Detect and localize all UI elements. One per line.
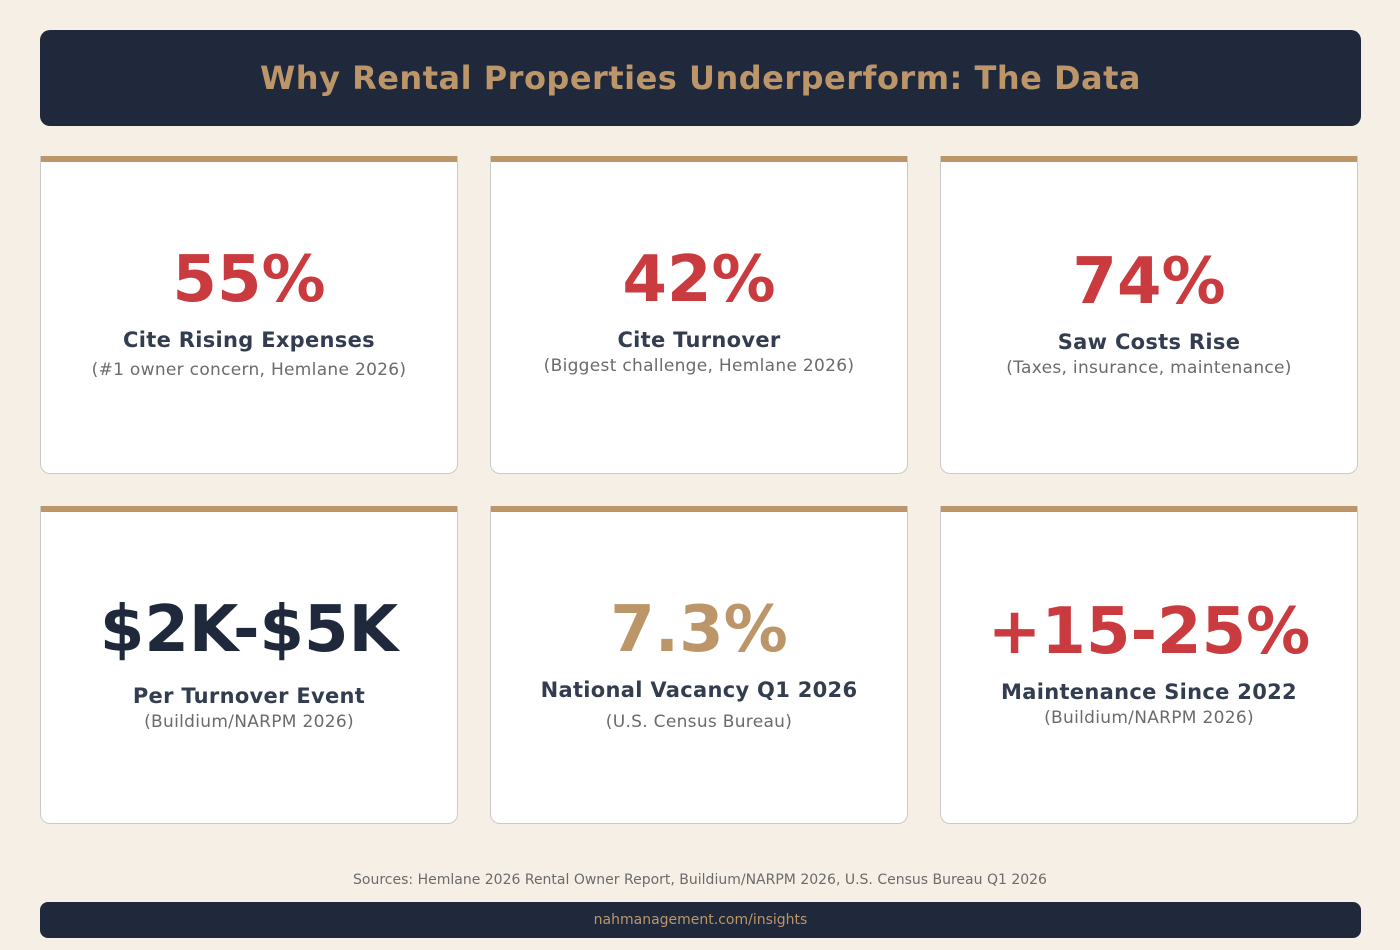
stat-value: $2K-$5K	[99, 593, 399, 667]
stat-note: (Biggest challenge, Hemlane 2026)	[543, 356, 855, 376]
header-banner: Why Rental Properties Underperform: The …	[40, 30, 1361, 126]
footer-bar: nahmanagement.com/insights	[40, 902, 1361, 938]
stat-label: National Vacancy Q1 2026	[540, 678, 858, 702]
stat-note: (#1 owner concern, Hemlane 2026)	[91, 360, 407, 380]
card-accent-bar	[941, 156, 1357, 162]
stat-card-maintenance: +15-25% Maintenance Since 2022 (Buildium…	[940, 506, 1358, 824]
stat-label: Cite Turnover	[617, 328, 781, 352]
stat-value: +15-25%	[987, 595, 1311, 669]
stat-note: (Buildium/NARPM 2026)	[1044, 708, 1254, 728]
stat-label: Saw Costs Rise	[1057, 330, 1241, 354]
stat-note: (Buildium/NARPM 2026)	[144, 712, 354, 732]
stat-card-vacancy: 7.3% National Vacancy Q1 2026 (U.S. Cens…	[490, 506, 908, 824]
stat-card-turnover: 42% Cite Turnover (Biggest challenge, He…	[490, 156, 908, 474]
stat-value: 55%	[172, 243, 326, 317]
card-accent-bar	[941, 506, 1357, 512]
stat-card-turnover-cost: $2K-$5K Per Turnover Event (Buildium/NAR…	[40, 506, 458, 824]
sources-caption: Sources: Hemlane 2026 Rental Owner Repor…	[353, 872, 1047, 888]
stat-value: 42%	[622, 243, 776, 317]
card-accent-bar	[41, 506, 457, 512]
card-accent-bar	[491, 506, 907, 512]
page-title: Why Rental Properties Underperform: The …	[260, 59, 1141, 97]
stat-note: (U.S. Census Bureau)	[605, 712, 793, 732]
stat-label: Maintenance Since 2022	[1001, 680, 1297, 704]
stat-label: Cite Rising Expenses	[123, 328, 375, 352]
stat-value: 7.3%	[610, 593, 788, 667]
card-accent-bar	[491, 156, 907, 162]
stat-value: 74%	[1072, 245, 1226, 319]
stat-card-rising-expenses: 55% Cite Rising Expenses (#1 owner conce…	[40, 156, 458, 474]
card-accent-bar	[41, 156, 457, 162]
stat-label: Per Turnover Event	[132, 684, 366, 708]
footer-link[interactable]: nahmanagement.com/insights	[593, 912, 808, 928]
stat-note: (Taxes, insurance, maintenance)	[1006, 358, 1292, 378]
stat-card-costs-rise: 74% Saw Costs Rise (Taxes, insurance, ma…	[940, 156, 1358, 474]
